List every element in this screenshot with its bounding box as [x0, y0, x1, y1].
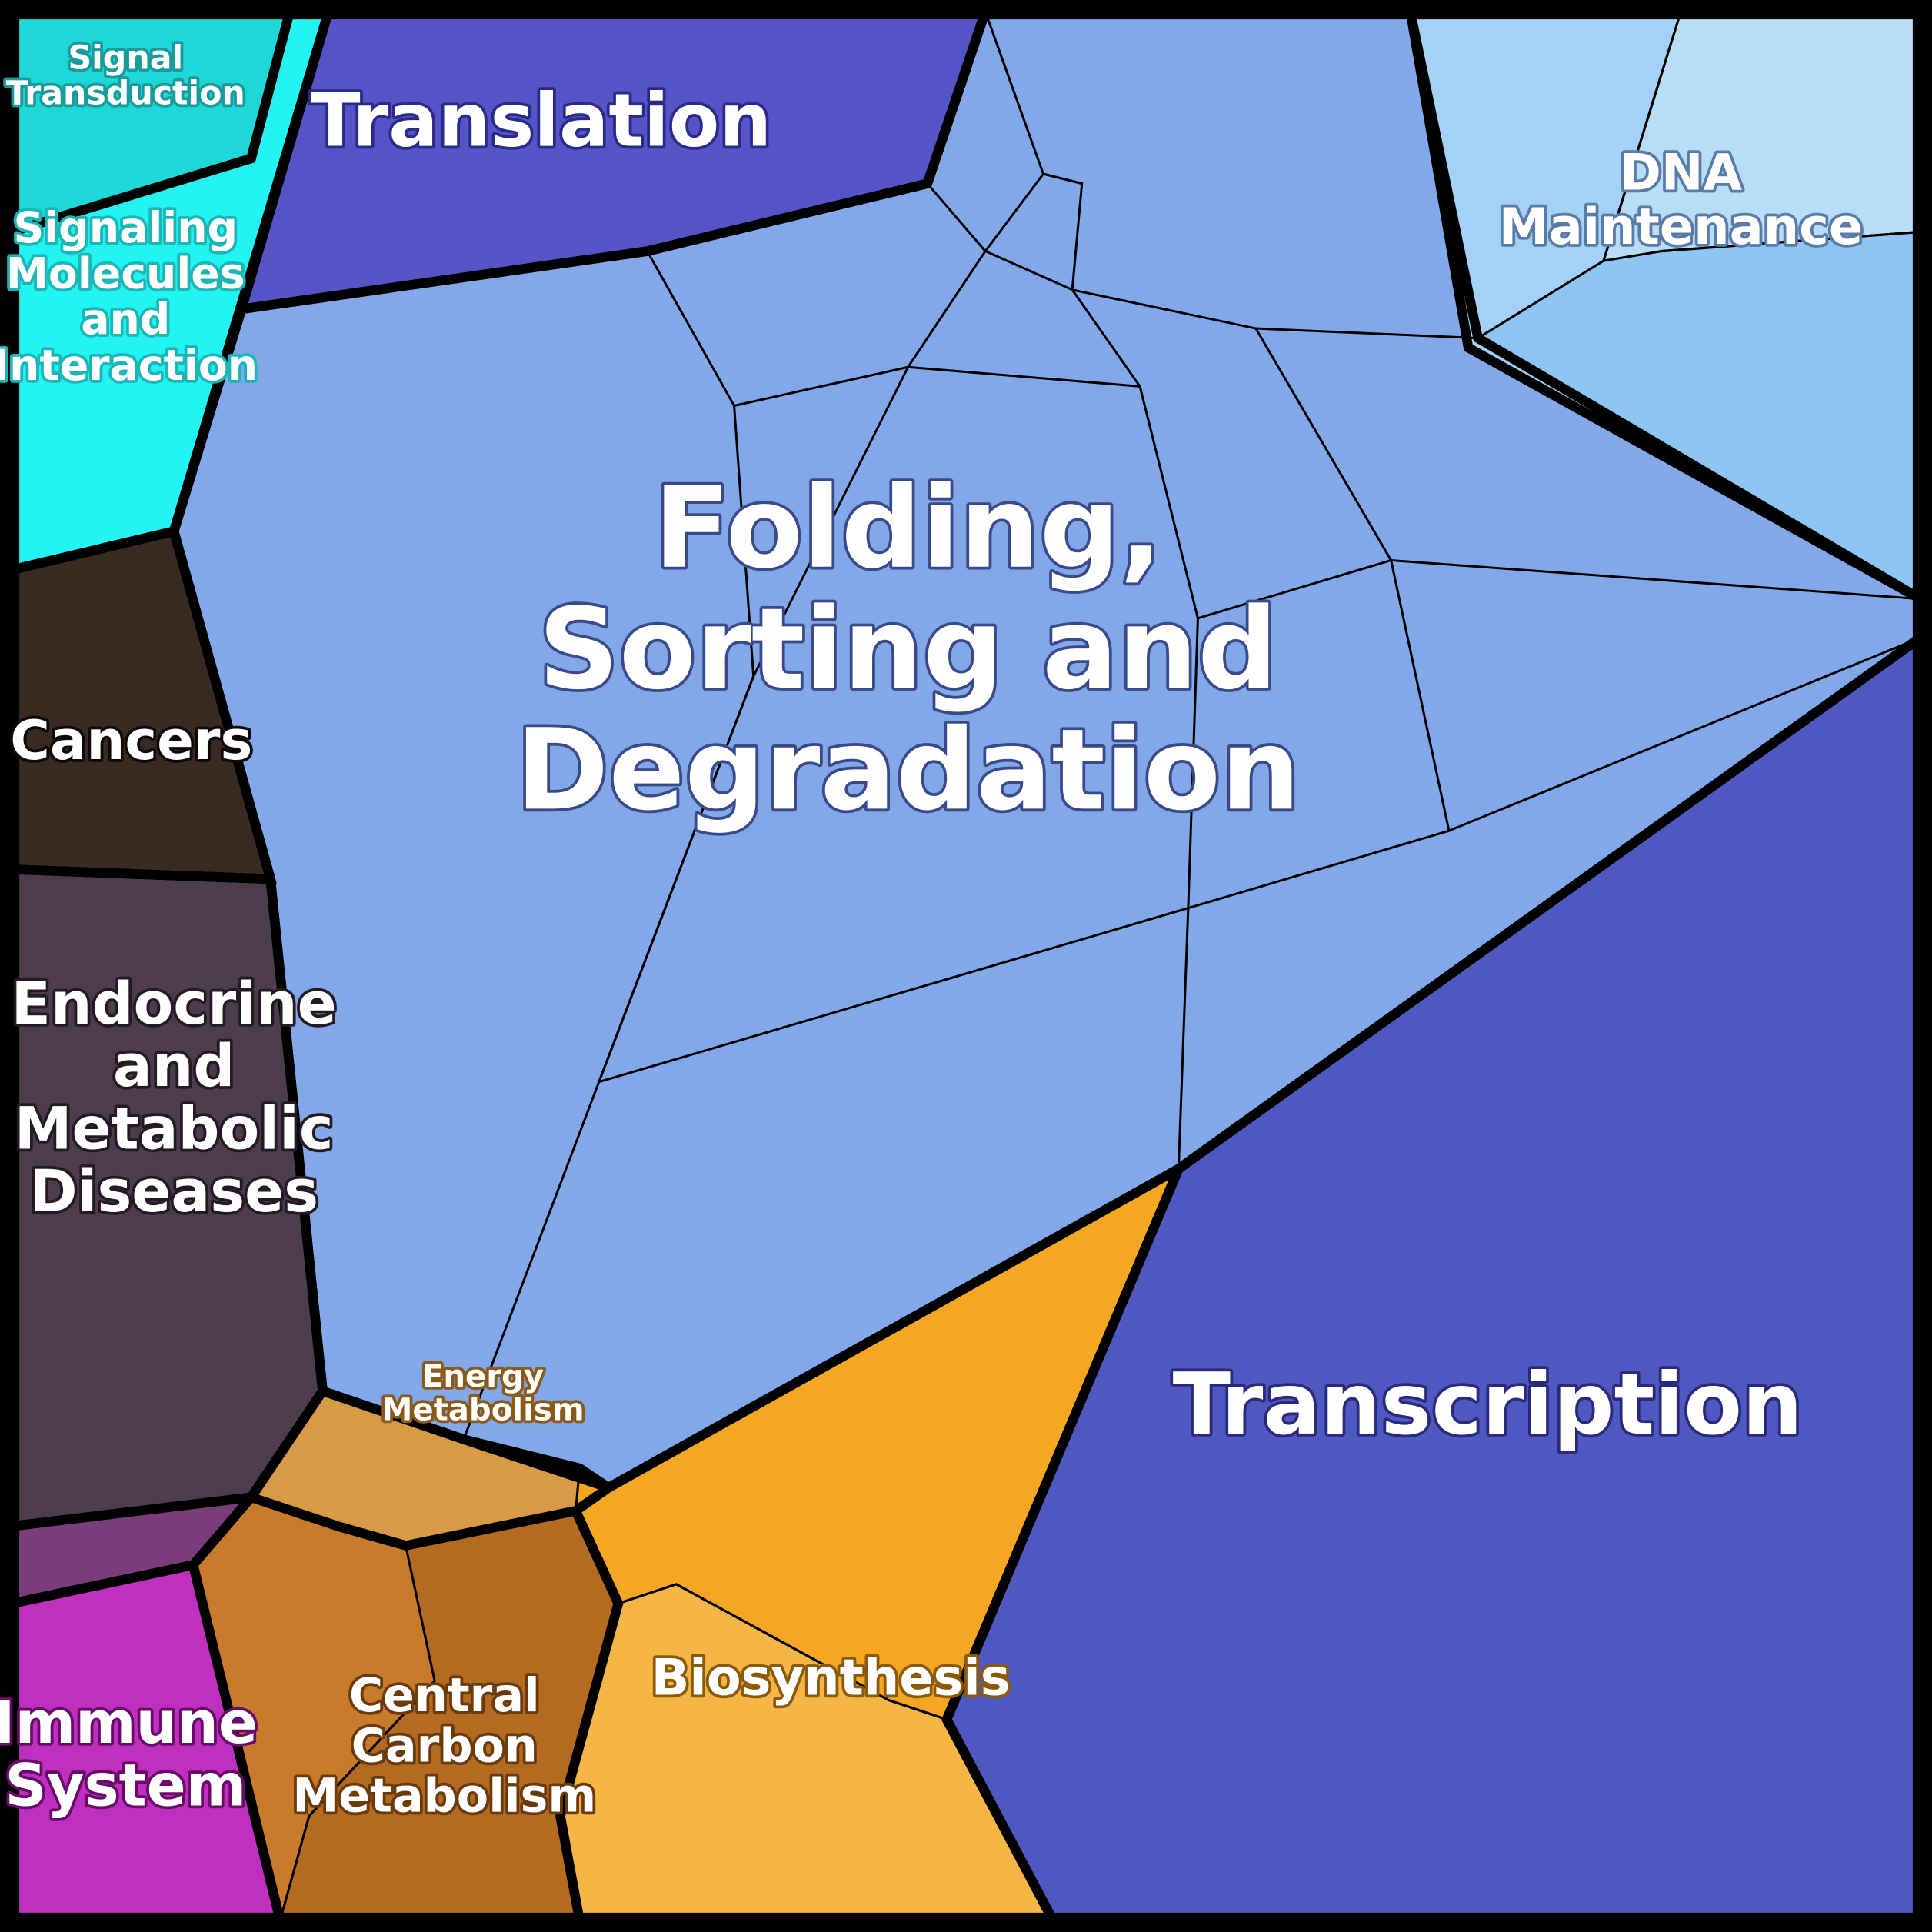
label-cancers: Cancers — [10, 709, 252, 772]
label-immune-system: ImmuneSystem — [0, 1689, 258, 1819]
label-endocrine: EndocrineandMetabolicDiseases — [11, 969, 336, 1224]
label-signaling-molecules: SignalingMoleculesandInteraction — [0, 204, 258, 391]
label-transcription: Transcription — [1173, 1355, 1803, 1454]
label-biosynthesis: Biosynthesis — [651, 1649, 1011, 1707]
label-translation: Translation — [310, 78, 771, 164]
